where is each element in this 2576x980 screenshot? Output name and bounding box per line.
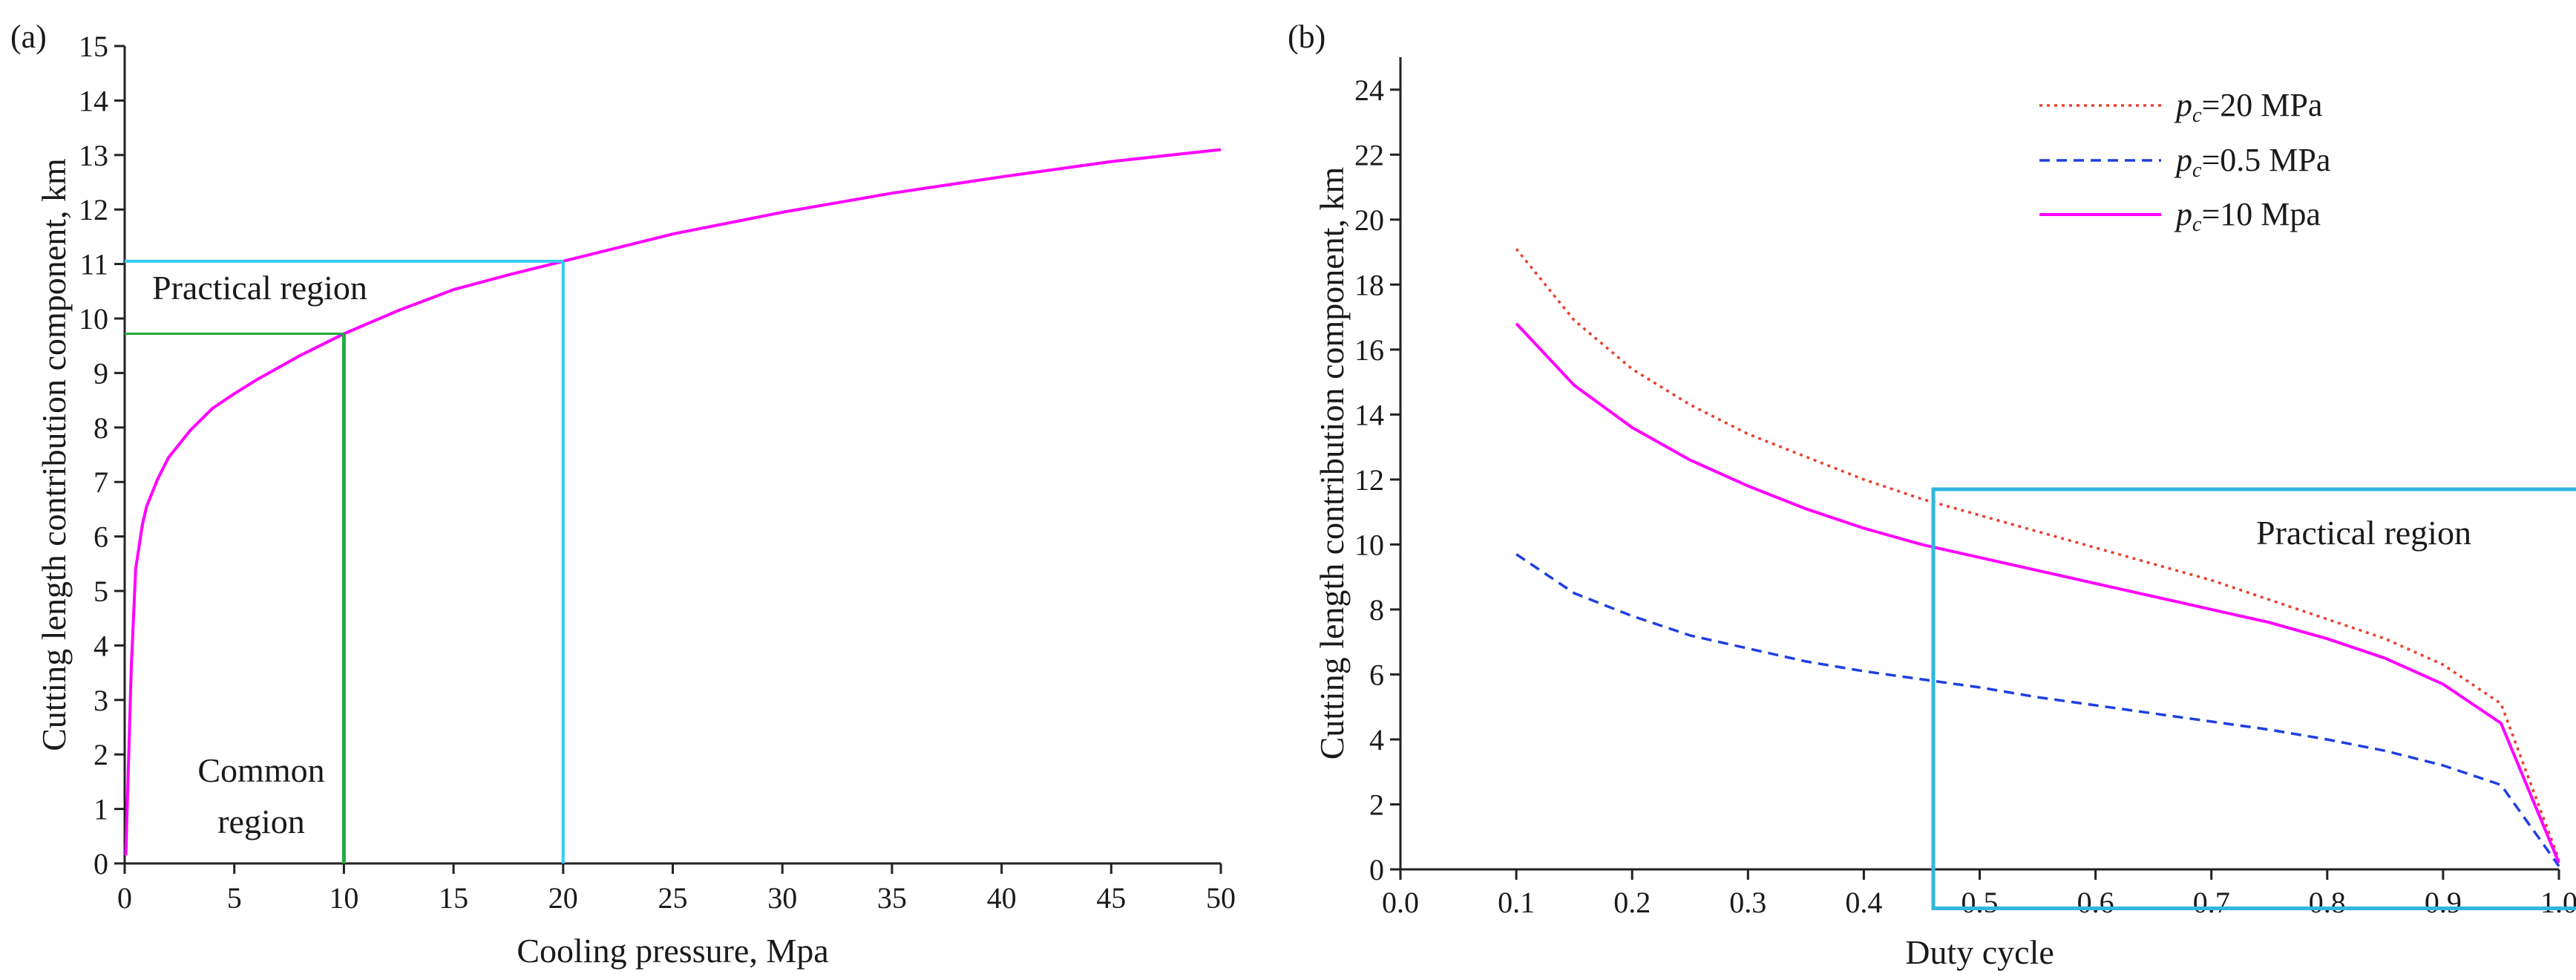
x-tick-label: 0.9 (2425, 886, 2462, 919)
panel-b-x-axis-label: Duty cycle (1905, 933, 2054, 971)
x-tick-label: 30 (767, 881, 797, 915)
practical-region-label: Practical region (152, 269, 367, 307)
x-tick-label: 0.1 (1498, 886, 1535, 919)
x-tick-label: 10 (329, 881, 358, 915)
panel-b-label: (b) (1288, 19, 1325, 55)
y-tick-label: 8 (94, 411, 108, 445)
x-tick-label: 0.6 (2077, 886, 2114, 919)
y-tick-label: 12 (79, 193, 108, 226)
x-tick-label: 50 (1206, 881, 1236, 915)
x-tick-label: 5 (227, 881, 242, 915)
common-region-label-line2: region (217, 803, 305, 840)
x-tick-label: 25 (658, 881, 688, 915)
panel-b-axes: 0.0 0.1 0.2 0.3 0.4 0.5 0.6 0.7 0.8 0.9 1.00246810… (1354, 57, 2576, 919)
y-tick-label: 2 (94, 738, 108, 771)
practical-region-label: Practical region (2256, 514, 2471, 552)
panel-a-label: (a) (10, 19, 47, 55)
series-line (124, 148, 1222, 856)
y-tick-label: 8 (1369, 593, 1384, 627)
y-tick-label: 6 (1369, 658, 1384, 691)
panel-a-annotations: Practical region Common region (125, 259, 565, 863)
x-tick-label: 35 (877, 881, 907, 915)
panel-a: (a) 0 5 10 15 20 25 30 35 40 45 500123456789101112… (10, 19, 1236, 970)
y-tick-label: 2 (1369, 788, 1384, 821)
y-tick-label: 4 (1369, 723, 1384, 757)
x-tick-label: 0.0 (1382, 886, 1419, 919)
y-tick-label: 3 (94, 684, 108, 717)
panel-a-series (124, 148, 1222, 856)
y-tick-label: 4 (94, 629, 108, 662)
practical-region-box (1931, 487, 2576, 911)
panel-b-legend: pc=20 MPa pc=0.5 MPa pc=10 Mpa (2039, 87, 2330, 236)
legend-label: pc=20 MPa (2174, 87, 2322, 127)
y-tick-label: 14 (79, 84, 108, 117)
y-tick-label: 11 (79, 248, 108, 281)
x-tick-label: 0.2 (1613, 886, 1651, 919)
y-tick-label: 20 (1354, 203, 1384, 237)
y-tick-label: 10 (79, 302, 108, 336)
x-tick-label: 15 (439, 881, 468, 915)
panel-a-y-axis-label: Cutting length contribution component, k… (35, 158, 73, 751)
y-tick-label: 14 (1354, 398, 1384, 431)
y-tick-label: 10 (1354, 528, 1384, 561)
y-tick-label: 24 (1354, 74, 1384, 107)
x-tick-label: 0.4 (1845, 886, 1882, 919)
series-line (1515, 248, 2560, 860)
y-tick-label: 15 (79, 30, 108, 63)
x-tick-label: 0.7 (2193, 886, 2230, 919)
panel-b-series (1515, 248, 2560, 867)
panel-a-axes: 0 5 10 15 20 25 30 35 40 45 5001234567891011121314… (79, 30, 1236, 915)
y-tick-label: 22 (1354, 138, 1384, 172)
x-tick-label: 40 (987, 881, 1017, 915)
x-tick-label: 0.3 (1729, 886, 1766, 919)
y-tick-label: 18 (1354, 268, 1384, 301)
y-tick-label: 5 (94, 575, 108, 608)
y-tick-label: 0 (94, 847, 108, 881)
y-tick-label: 9 (94, 356, 108, 390)
x-tick-label: 0.5 (1962, 886, 1999, 919)
panel-b-y-axis-label: Cutting length contribution component, k… (1313, 167, 1351, 760)
x-tick-label: 0.8 (2309, 886, 2346, 919)
legend-label: pc=0.5 MPa (2174, 142, 2330, 182)
legend-label: pc=10 Mpa (2174, 196, 2321, 236)
y-tick-label: 16 (1354, 333, 1384, 367)
y-tick-label: 0 (1369, 853, 1384, 886)
y-tick-label: 7 (94, 466, 108, 499)
panel-a-x-axis-label: Cooling pressure, Mpa (517, 932, 828, 970)
x-tick-label: 0 (117, 881, 132, 915)
x-tick-label: 1.0 (2540, 886, 2576, 919)
series-line (1515, 322, 2560, 863)
x-tick-label: 45 (1096, 881, 1126, 915)
y-tick-label: 1 (94, 793, 108, 826)
y-tick-label: 12 (1354, 463, 1384, 497)
series-line (1515, 553, 2560, 867)
common-region-label-line1: Common (197, 751, 324, 789)
panel-b: (b) 0.0 0.1 0.2 0.3 0.4 0.5 0.6 0.7 0.8 0.9 1.0024… (1288, 19, 2576, 971)
panel-b-annotations: Practical region (1931, 487, 2576, 911)
y-tick-label: 6 (94, 520, 108, 554)
x-tick-label: 20 (548, 881, 578, 915)
y-tick-label: 13 (79, 139, 108, 172)
